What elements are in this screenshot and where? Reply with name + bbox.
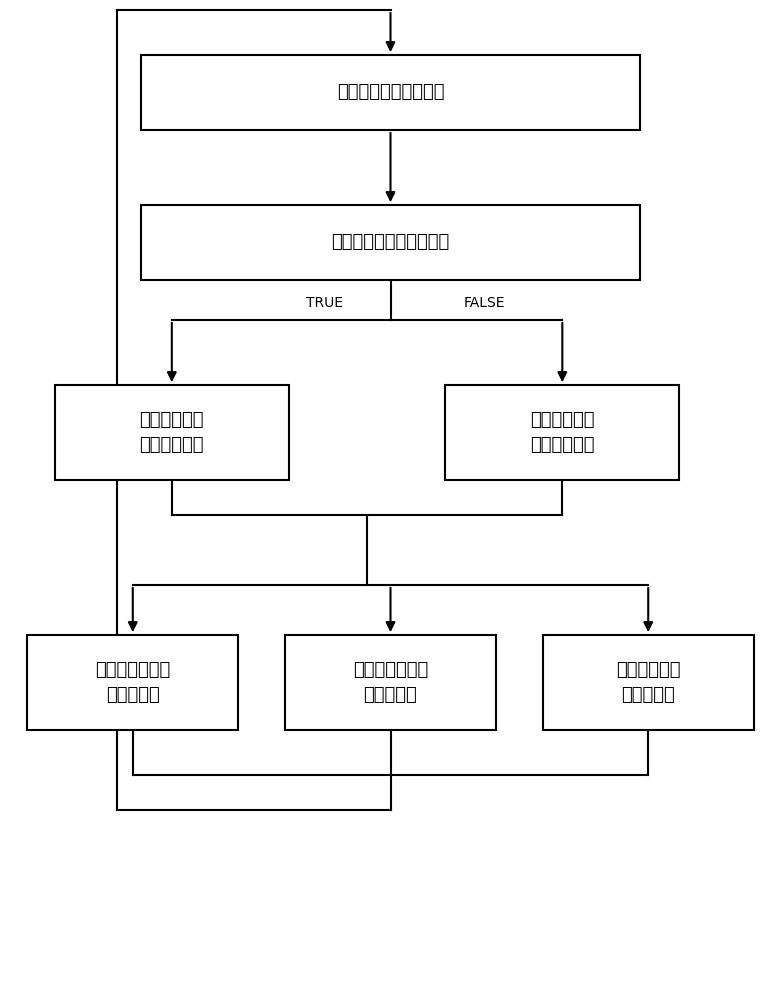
Text: 输出主播出通道
信号的步骤: 输出主播出通道 信号的步骤	[95, 661, 170, 704]
Text: 播出队列指针
指向采集队列: 播出队列指针 指向采集队列	[140, 411, 204, 454]
FancyBboxPatch shape	[543, 635, 754, 730]
Text: 输出备播出通道
信号的步骤: 输出备播出通道 信号的步骤	[353, 661, 428, 704]
FancyBboxPatch shape	[445, 385, 679, 480]
FancyBboxPatch shape	[141, 205, 640, 280]
Text: 采集通道信号
接收的步骤: 采集通道信号 接收的步骤	[616, 661, 680, 704]
Text: FALSE: FALSE	[463, 296, 505, 310]
Text: 检查无缝切换标志的步骤: 检查无缝切换标志的步骤	[331, 233, 450, 251]
Text: 播出队列指针
指向播出队列: 播出队列指针 指向播出队列	[530, 411, 594, 454]
Text: TRUE: TRUE	[305, 296, 343, 310]
FancyBboxPatch shape	[27, 635, 238, 730]
FancyBboxPatch shape	[285, 635, 496, 730]
FancyBboxPatch shape	[141, 55, 640, 130]
Text: 每次帧中断到达的步骤: 每次帧中断到达的步骤	[337, 84, 444, 102]
FancyBboxPatch shape	[55, 385, 289, 480]
